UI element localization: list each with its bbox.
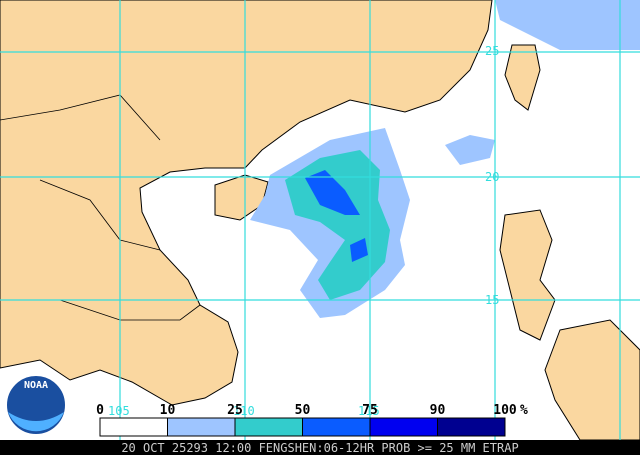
- legend-label: 50: [295, 403, 311, 418]
- legend-label: 100: [493, 403, 517, 418]
- logo-wave: [8, 412, 64, 432]
- footer-text: 20 OCT 25293 12:00 FENGSHEN:06-12HR PROB…: [121, 441, 518, 455]
- legend: 0 10 25 50 75 90 100%: [96, 403, 528, 437]
- footer-bar: [0, 440, 640, 455]
- precip-10-e: [445, 135, 495, 165]
- lon-label: 110: [233, 404, 255, 418]
- legend-label: 0: [96, 403, 104, 418]
- legend-swatch: [369, 417, 438, 437]
- legend-swatch: [99, 417, 168, 437]
- legend-swatch: [302, 417, 371, 437]
- legend-label: 10: [160, 403, 176, 418]
- luzon: [499, 209, 556, 341]
- border-lines: [0, 94, 201, 321]
- taiwan: [504, 44, 541, 111]
- logo-text: NOAA: [24, 380, 48, 391]
- precip-50-s: [350, 238, 368, 262]
- lon-label: 115: [358, 404, 380, 418]
- precip-10-ne: [495, 0, 640, 50]
- legend-label: 90: [430, 403, 446, 418]
- legend-swatch: [234, 417, 303, 437]
- lat-label: 15: [485, 293, 499, 307]
- legend-label: 75: [362, 403, 378, 418]
- legend-swatch: [167, 417, 236, 437]
- noaa-logo: NOAA: [5, 374, 67, 436]
- lat-label: 20: [485, 170, 499, 184]
- lat-label: 25: [485, 44, 499, 58]
- legend-unit: %: [520, 403, 528, 418]
- mainland: [0, 0, 493, 406]
- precip-50: [305, 170, 360, 215]
- legend-swatch: [437, 417, 506, 437]
- lon-label: 105: [108, 404, 130, 418]
- grid: [0, 0, 640, 440]
- legend-label: 25: [227, 403, 243, 418]
